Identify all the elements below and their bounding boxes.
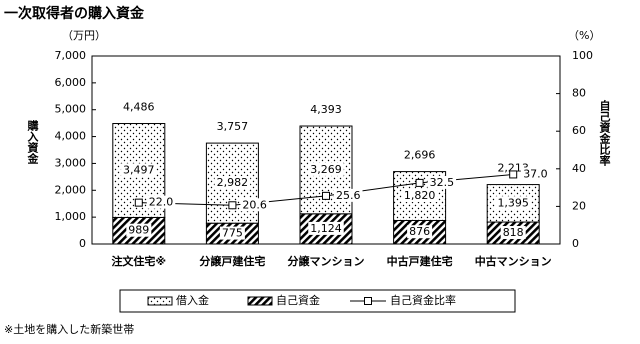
y-tick-label: 0 <box>79 237 86 250</box>
legend-swatch <box>147 296 173 306</box>
y2-tick-label: 20 <box>572 199 586 212</box>
bar-value-label: 818 <box>503 226 524 239</box>
ratio-label-bg <box>334 188 363 202</box>
bar-value-label-bg <box>308 162 344 176</box>
x-tick-label: 中古マンション <box>475 254 552 268</box>
footnote: ※土地を購入した新築世帯 <box>4 322 134 336</box>
bar-value-label: 1,820 <box>404 189 436 202</box>
bar-value-label: 775 <box>222 227 243 240</box>
ratio-marker <box>322 191 330 200</box>
ratio-label-bg <box>240 198 269 212</box>
legend-label: 自己資金比率 <box>390 293 456 307</box>
bar-value-label-bg <box>407 225 433 239</box>
ratio-label-bg <box>427 175 457 189</box>
ratio-marker <box>415 178 424 187</box>
ratio-label: 32.5 <box>430 176 455 189</box>
bar-value-label-bg <box>214 176 251 190</box>
y-tick-label: 2,000 <box>55 183 87 196</box>
ratio-marker <box>509 170 518 179</box>
bar-value-label: 3,269 <box>310 163 342 176</box>
total-label: 2,696 <box>404 149 436 162</box>
x-tick-label: 分譲戸建住宅 <box>199 254 265 268</box>
legend-label: 借入金 <box>176 293 209 307</box>
ratio-label: 20.6 <box>242 198 267 211</box>
bar-value-label-bg <box>126 223 152 237</box>
x-tick-label: 中古戸建住宅 <box>387 254 453 268</box>
total-label: 2,213 <box>497 162 529 175</box>
bar-value-label-bg <box>401 189 438 203</box>
bar-value-label: 1,395 <box>497 196 529 209</box>
bar-value-label: 876 <box>409 225 430 238</box>
y2-tick-label: 60 <box>572 124 586 137</box>
y-unit: （万円） <box>62 29 106 42</box>
y-axis-label: 購入資金 <box>26 119 40 164</box>
bar-value-label-bg <box>495 196 531 210</box>
y-tick-label: 3,000 <box>55 156 87 169</box>
bar-value-label: 2,982 <box>217 176 249 189</box>
y2-tick-label: 0 <box>572 237 579 250</box>
x-tick-label: 分譲マンション <box>288 254 365 268</box>
y2-tick-label: 40 <box>572 162 586 175</box>
ratio-label: 37.0 <box>523 167 548 180</box>
legend-label: 自己資金 <box>276 293 320 307</box>
total-label: 3,757 <box>217 120 249 133</box>
ratio-label-bg <box>146 195 176 209</box>
y-tick-label: 5,000 <box>55 103 87 116</box>
y-tick-label: 4,000 <box>55 130 87 143</box>
bar-value-label-bg <box>308 221 344 235</box>
y-tick-label: 6,000 <box>55 76 87 89</box>
y-tick-label: 1,000 <box>55 210 87 223</box>
y-tick-label: 7,000 <box>55 49 87 62</box>
bar-value-label-bg <box>219 226 245 240</box>
y2-axis-label: 自己資金比率 <box>598 99 612 167</box>
ratio-label: 25.6 <box>336 189 361 202</box>
ratio-label-bg <box>521 167 550 181</box>
legend-marker <box>364 297 372 305</box>
ratio-label: 22.0 <box>149 196 174 209</box>
bar-value-label: 1,124 <box>310 222 342 235</box>
legend-swatch <box>247 296 273 306</box>
chart-title: 一次取得者の購入資金 <box>4 5 145 22</box>
y2-tick-label: 80 <box>572 87 586 100</box>
ratio-marker <box>228 201 237 210</box>
y2-tick-label: 100 <box>572 49 593 62</box>
bar-value-label-bg <box>500 226 526 240</box>
bar-value-label-bg <box>121 163 157 177</box>
x-tick-label: 注文住宅※ <box>111 254 166 268</box>
y2-unit: （%） <box>568 29 600 42</box>
total-label: 4,486 <box>123 101 155 114</box>
legend-frame <box>119 289 516 313</box>
bar-value-label: 989 <box>128 224 149 237</box>
ratio-marker <box>134 198 143 207</box>
bar-value-label: 3,497 <box>123 163 155 176</box>
total-label: 4,393 <box>310 103 342 116</box>
